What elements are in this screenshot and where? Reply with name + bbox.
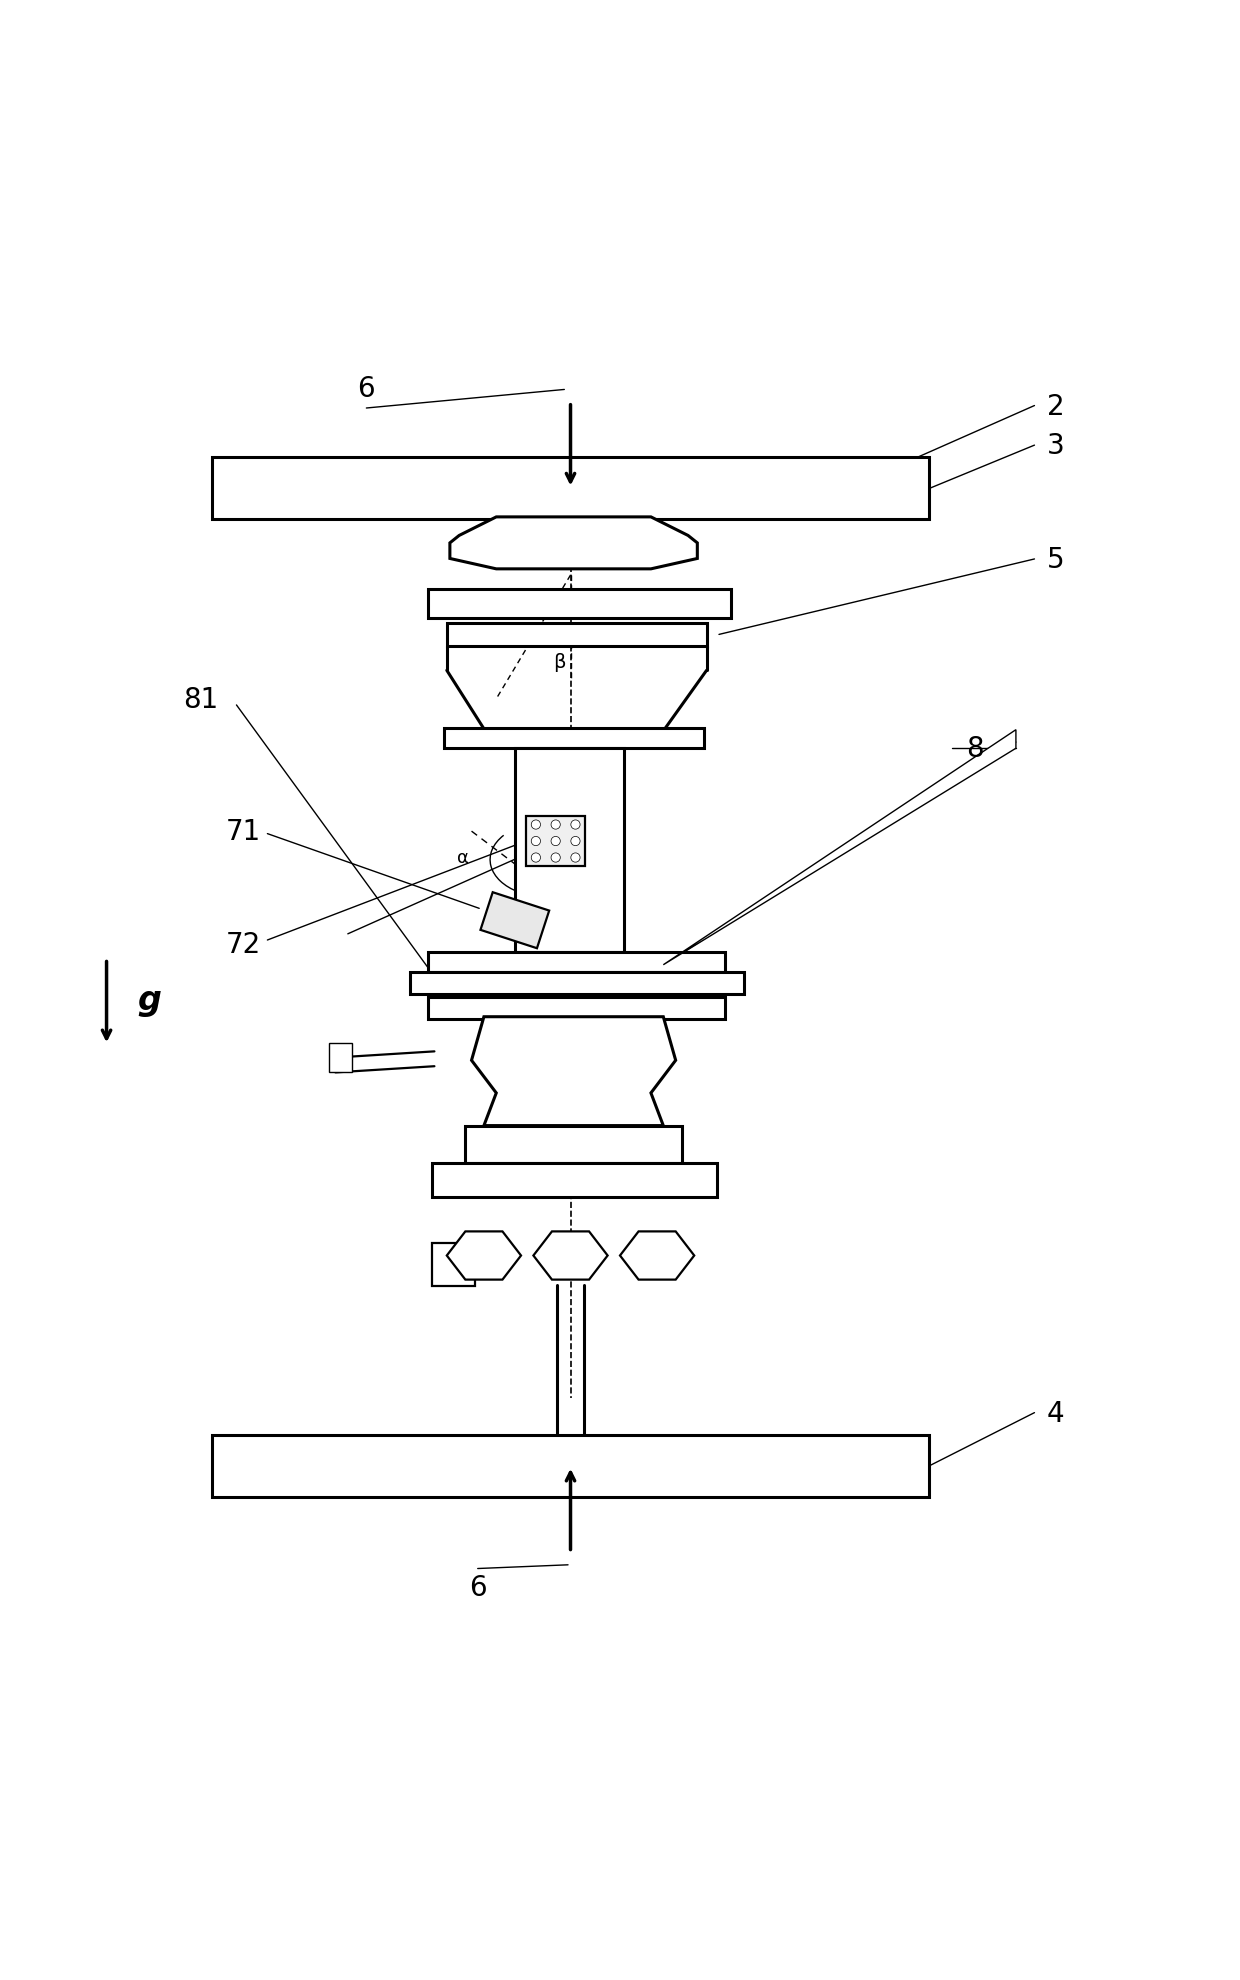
Circle shape (570, 820, 580, 830)
Bar (526, 818, 585, 867)
Bar (428, 590, 732, 620)
Text: 6: 6 (469, 1574, 486, 1602)
Circle shape (551, 853, 560, 863)
Bar (409, 972, 744, 994)
Polygon shape (450, 517, 697, 570)
Bar (428, 952, 725, 972)
Text: 5: 5 (1047, 546, 1064, 574)
Circle shape (531, 820, 541, 830)
Bar (212, 1436, 929, 1497)
Polygon shape (663, 731, 1016, 966)
Circle shape (531, 853, 541, 863)
Text: 6: 6 (357, 374, 376, 402)
Circle shape (570, 838, 580, 845)
Text: 72: 72 (226, 931, 262, 958)
Bar (428, 998, 725, 1020)
Text: 71: 71 (226, 818, 262, 845)
Polygon shape (620, 1232, 694, 1279)
Polygon shape (480, 893, 549, 948)
Text: 3: 3 (1047, 432, 1065, 459)
Text: 4: 4 (1047, 1400, 1064, 1428)
Circle shape (570, 853, 580, 863)
Polygon shape (446, 1232, 521, 1279)
Polygon shape (533, 1232, 608, 1279)
Bar (444, 729, 704, 748)
Bar (515, 748, 624, 952)
Bar (432, 1162, 717, 1198)
Circle shape (551, 820, 560, 830)
Text: β: β (553, 653, 565, 671)
Bar (432, 1243, 475, 1287)
Circle shape (551, 838, 560, 845)
Text: g: g (138, 984, 161, 1016)
Text: 2: 2 (1047, 392, 1064, 420)
Bar (446, 624, 707, 645)
Text: α: α (456, 849, 469, 867)
Bar (465, 1127, 682, 1162)
Bar (330, 1043, 351, 1073)
Bar (212, 457, 929, 521)
Polygon shape (471, 1018, 676, 1127)
Text: 8: 8 (966, 735, 985, 762)
Text: 81: 81 (182, 685, 218, 713)
Circle shape (531, 838, 541, 845)
